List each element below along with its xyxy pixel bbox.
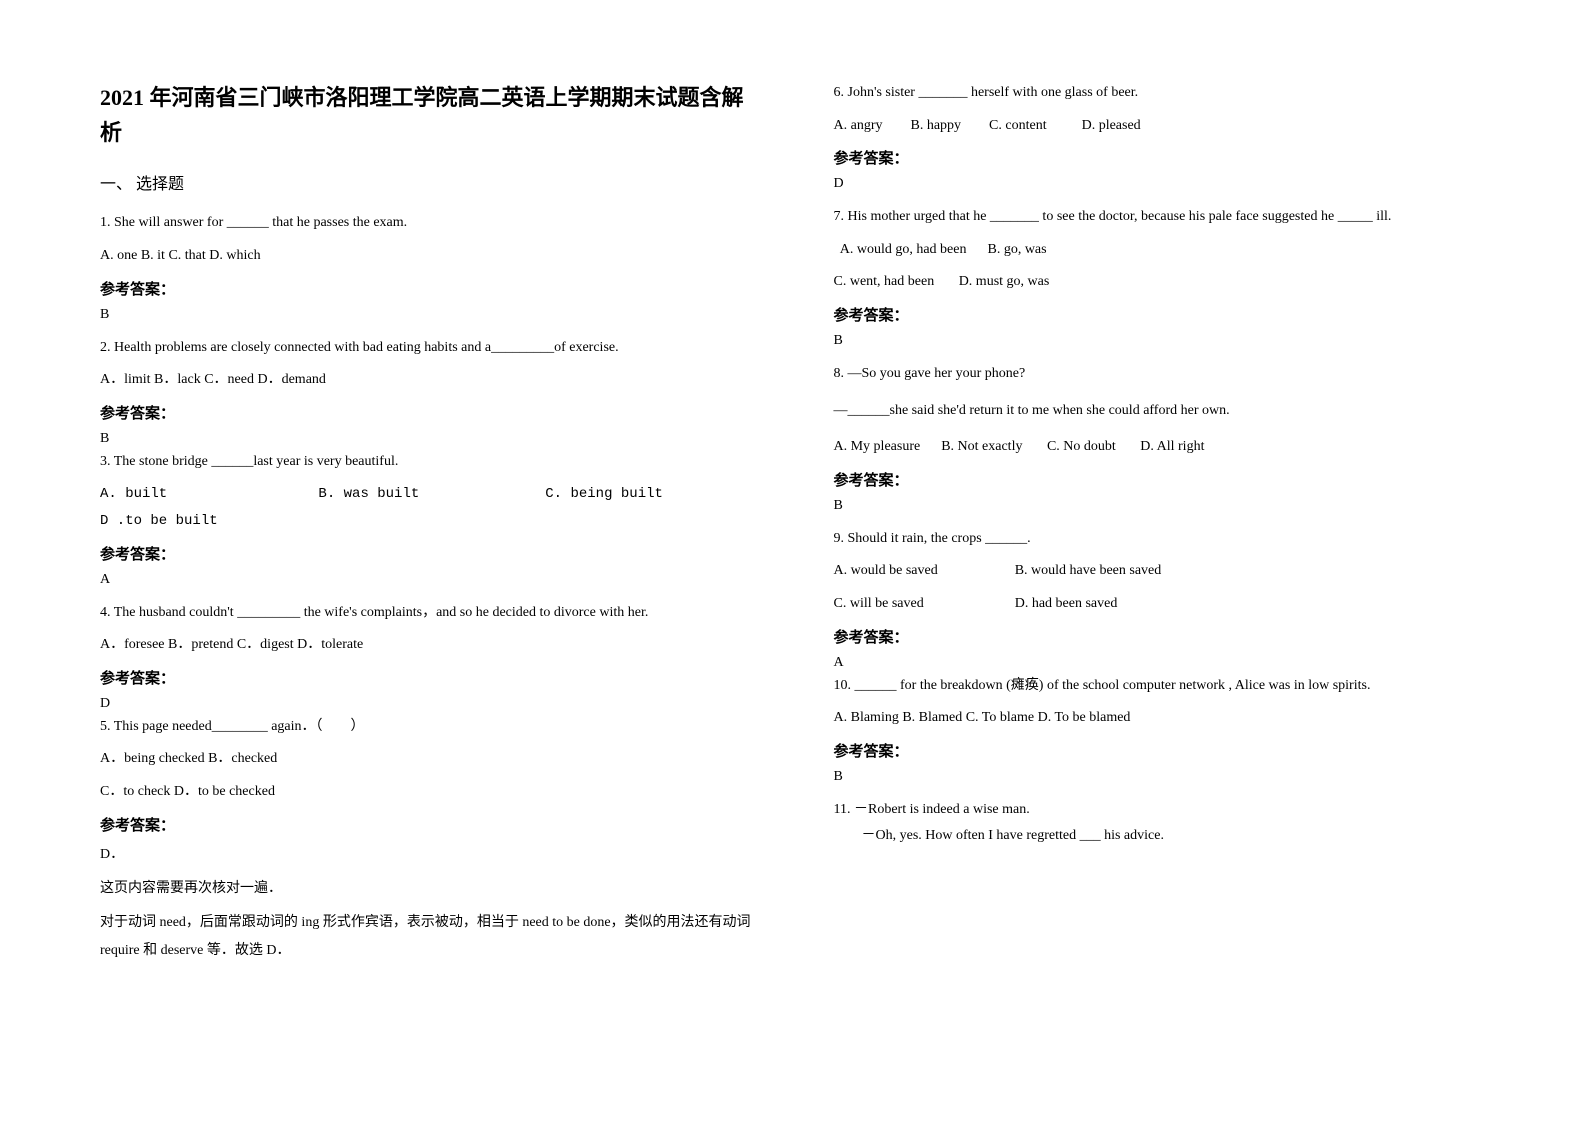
q5-explanation-1: 这页内容需要再次核对一遍．: [100, 875, 754, 903]
q2-text: 2. Health problems are closely connected…: [100, 335, 754, 362]
section-header: 一、 选择题: [100, 170, 754, 194]
q10-answer: B: [834, 769, 1488, 785]
exam-page: 2021 年河南省三门峡市洛阳理工学院高二英语上学期期末试题含解析 一、 选择题…: [0, 0, 1587, 1011]
q9-text: 9. Should it rain, the crops ______.: [834, 526, 1488, 553]
q10-answer-label: 参考答案：: [834, 740, 1488, 761]
q3-text: 3. The stone bridge ______last year is v…: [100, 449, 754, 476]
q7-options-1: A. would go, had been B. go, was: [834, 237, 1488, 264]
q5-answer: D．: [100, 843, 754, 863]
q8-answer: B: [834, 498, 1488, 514]
q5-explanation-2: 对于动词 need，后面常跟动词的 ing 形式作宾语，表示被动，相当于 nee…: [100, 909, 754, 965]
q9-answer-label: 参考答案：: [834, 626, 1488, 647]
q7-options-2: C. went, had been D. must go, was: [834, 269, 1488, 296]
q11-text-1: 11. －Robert is indeed a wise man.: [834, 797, 1488, 824]
q6-text: 6. John's sister _______ herself with on…: [834, 80, 1488, 107]
right-column: 6. John's sister _______ herself with on…: [834, 80, 1488, 971]
q9-options-1: A. would be saved B. would have been sav…: [834, 558, 1488, 585]
q8-text-1: 8. —So you gave her your phone?: [834, 361, 1488, 388]
q9-options-2: C. will be saved D. had been saved: [834, 591, 1488, 618]
q6-answer-label: 参考答案：: [834, 147, 1488, 168]
q4-options: A．foresee B．pretend C．digest D．tolerate: [100, 632, 754, 659]
q1-answer: B: [100, 307, 754, 323]
q8-text-2: —______she said she'd return it to me wh…: [834, 398, 1488, 425]
q1-text: 1. She will answer for ______ that he pa…: [100, 210, 754, 237]
q6-options: A. angry B. happy C. content D. pleased: [834, 113, 1488, 140]
q5-text: 5. This page needed________ again．（ ）: [100, 714, 754, 741]
q5-options-2: C．to check D．to be checked: [100, 779, 754, 806]
q5-options-1: A．being checked B．checked: [100, 746, 754, 773]
q10-options: A. Blaming B. Blamed C. To blame D. To b…: [834, 705, 1488, 732]
q3-options: A. built B. was built C. being built D .…: [100, 481, 754, 534]
q1-answer-label: 参考答案：: [100, 278, 754, 299]
q3-answer: A: [100, 572, 754, 588]
q10-text: 10. ______ for the breakdown (瘫痪) of the…: [834, 673, 1488, 700]
q8-answer-label: 参考答案：: [834, 469, 1488, 490]
q11-text-2: －Oh, yes. How often I have regretted ___…: [834, 823, 1488, 850]
q6-answer: D: [834, 176, 1488, 192]
left-column: 2021 年河南省三门峡市洛阳理工学院高二英语上学期期末试题含解析 一、 选择题…: [100, 80, 754, 971]
q4-text: 4. The husband couldn't _________ the wi…: [100, 600, 754, 627]
q2-answer: B: [100, 431, 754, 447]
q1-options: A. one B. it C. that D. which: [100, 243, 754, 270]
q7-answer-label: 参考答案：: [834, 304, 1488, 325]
q4-answer: D: [100, 696, 754, 712]
q2-answer-label: 参考答案：: [100, 402, 754, 423]
q2-options: A．limit B．lack C．need D．demand: [100, 367, 754, 394]
q7-answer: B: [834, 333, 1488, 349]
q5-answer-label: 参考答案：: [100, 814, 754, 835]
q8-options: A. My pleasure B. Not exactly C. No doub…: [834, 434, 1488, 461]
page-title: 2021 年河南省三门峡市洛阳理工学院高二英语上学期期末试题含解析: [100, 80, 754, 150]
q3-answer-label: 参考答案：: [100, 543, 754, 564]
q7-text: 7. His mother urged that he _______ to s…: [834, 204, 1488, 231]
q9-answer: A: [834, 655, 1488, 671]
q4-answer-label: 参考答案：: [100, 667, 754, 688]
